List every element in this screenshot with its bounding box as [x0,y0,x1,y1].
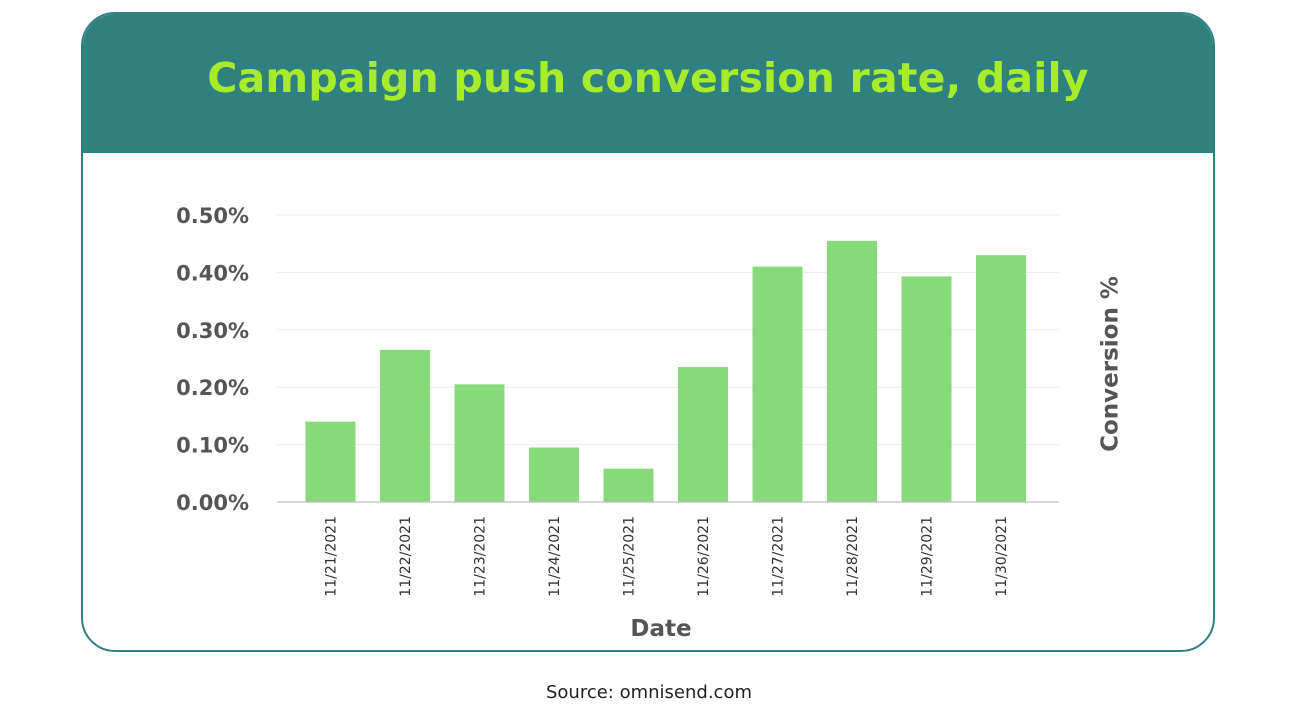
x-tick-labels: 11/21/2021 11/22/2021 11/23/2021 11/24/2021… [324,516,1011,597]
bar [305,421,356,502]
x-tick-label: 11/28/2021 [845,516,861,597]
y-tick-label: 0.20% [176,376,249,400]
bar [454,384,505,502]
y-tick-label: 0.30% [176,319,249,343]
bar [678,367,728,502]
bar [901,276,952,502]
x-tick-label: 11/27/2021 [771,516,787,597]
y-tick-label: 0.00% [176,491,249,515]
bars [305,240,1026,502]
y-axis-title: Conversion % [1098,276,1124,452]
x-tick-label: 11/21/2021 [324,516,340,597]
x-tick-label: 11/30/2021 [994,516,1010,597]
x-tick-label: 11/23/2021 [473,516,489,597]
x-tick-label: 11/26/2021 [696,516,712,597]
bar [976,255,1026,502]
y-tick-label: 0.40% [176,261,249,285]
source-caption: Source: omnisend.com [545,682,752,703]
chart-title: Campaign push conversion rate, daily [207,54,1089,102]
y-tick-label: 0.50% [176,204,249,228]
x-tick-label: 11/22/2021 [398,516,414,597]
y-tick-label: 0.10% [176,434,249,458]
x-tick-label: 11/29/2021 [920,516,936,597]
bar [603,468,654,502]
y-tick-labels: 0.00% 0.10% 0.20% 0.30% 0.40% 0.50% [176,204,249,515]
bar [529,447,579,502]
chart-header: Campaign push conversion rate, daily [83,14,1213,153]
x-axis-title: Date [630,616,691,642]
bar [380,349,430,502]
x-tick-label: 11/25/2021 [622,516,638,597]
bar [752,266,803,502]
x-tick-label: 11/24/2021 [547,516,563,597]
bar [827,240,877,502]
